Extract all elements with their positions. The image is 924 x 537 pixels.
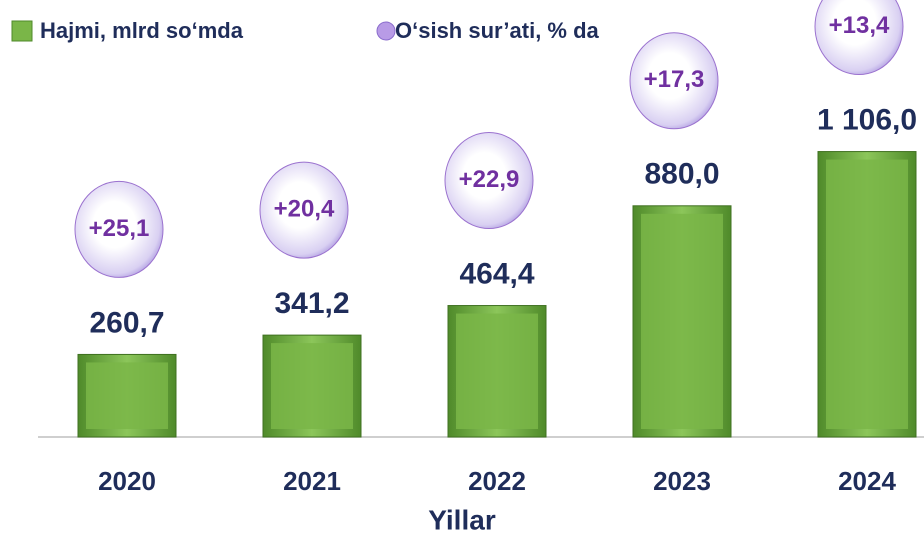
x-tick-label: 2020: [98, 466, 156, 496]
growth-label: +25,1: [89, 215, 150, 242]
legend-label: Hajmi, mlrd so‘mda: [40, 18, 244, 43]
x-tick-label: 2021: [283, 466, 341, 496]
data-label: 260,7: [89, 306, 164, 339]
x-tick-label: 2023: [653, 466, 711, 496]
data-label: 1 106,0: [817, 103, 917, 136]
bar-bevel: [456, 313, 538, 429]
legend-swatch: [11, 20, 33, 42]
growth-label: +17,3: [644, 66, 705, 93]
growth-bubble: [259, 161, 349, 259]
growth-label: +13,4: [829, 12, 890, 39]
legend-swatch: [376, 21, 396, 41]
data-label: 464,4: [459, 257, 534, 290]
growth-bubble: [444, 132, 534, 230]
data-label: 880,0: [644, 158, 719, 191]
growth-label: +22,9: [459, 166, 520, 193]
legend-label: O‘sish sur’ati, % da: [395, 18, 600, 43]
bar-bevel: [641, 213, 723, 429]
data-label: 341,2: [274, 287, 349, 320]
bar-bevel: [826, 159, 908, 429]
x-axis-title: Yillar: [428, 504, 496, 535]
growth-bubble: [814, 0, 904, 76]
x-tick-label: 2022: [468, 466, 526, 496]
bar-bevel: [86, 362, 168, 429]
growth-bubble: [74, 180, 164, 278]
growth-label: +20,4: [274, 195, 335, 222]
growth-bubble: [629, 32, 719, 130]
bar-bevel: [271, 343, 353, 429]
x-tick-label: 2024: [838, 466, 896, 496]
